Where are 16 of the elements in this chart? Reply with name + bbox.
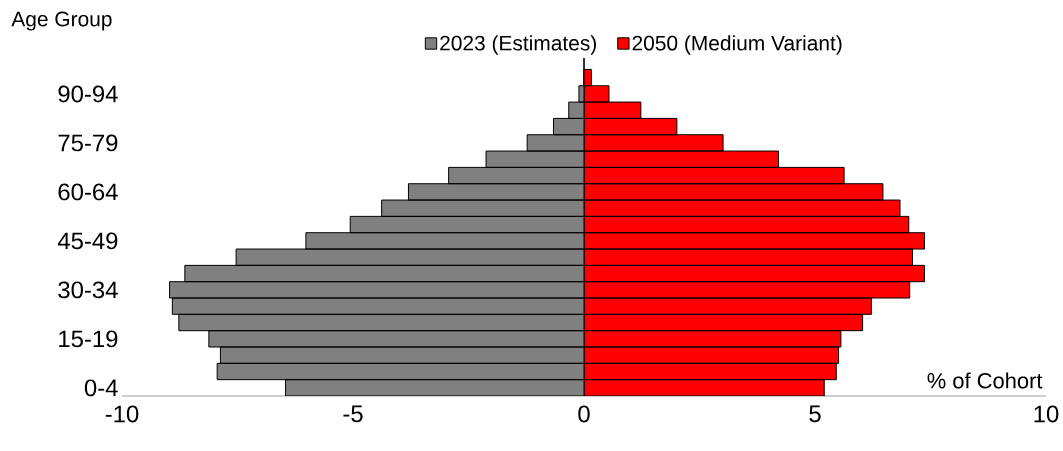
x-tick-label: 0 (578, 405, 590, 423)
x-tick-label: 5 (809, 405, 821, 423)
y-tick-label: 30-34 (58, 281, 118, 299)
x-tick-label: -5 (343, 405, 363, 423)
x-tick-label: -10 (105, 405, 139, 423)
x-tick-label: 10 (1034, 405, 1059, 423)
y-tick-label: 15-19 (59, 330, 118, 348)
legend-label: 2050 (Medium Variant) (632, 35, 842, 55)
legend-label: 2023 (Estimates) (440, 35, 596, 55)
y-tick-label: 60-64 (58, 183, 118, 201)
y-tick-label: 75-79 (58, 134, 118, 152)
y-axis-title: Age Group (11, 11, 112, 31)
y-tick-label: 45-49 (57, 232, 118, 250)
y-tick-label: 90-94 (58, 85, 118, 103)
y-tick-label: 0-4 (84, 379, 118, 397)
x-axis-title: % of Cohort (927, 372, 1043, 389)
